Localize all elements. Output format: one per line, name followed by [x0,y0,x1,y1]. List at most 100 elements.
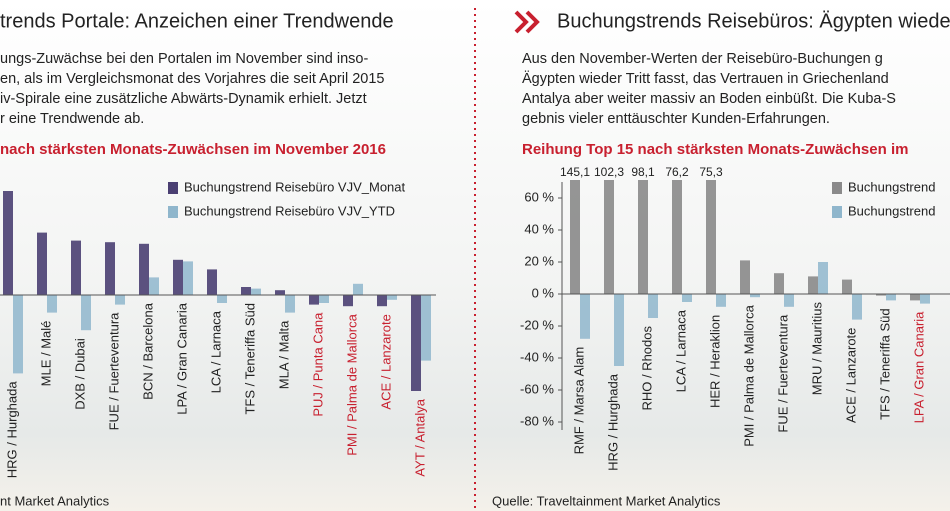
bar [241,287,251,295]
bar [71,240,81,295]
category-label: AYT / Antalya [412,398,427,476]
legend-swatch [832,182,842,194]
bar [105,242,115,295]
bar [139,243,149,295]
paragraph-line: Ägypten wieder Tritt fasst, das Vertraue… [522,70,889,87]
bar [207,269,217,295]
category-label: ACE / Lanzarote [843,328,858,423]
category-label: TFS / Teneriffa Süd [877,308,892,420]
category-label: HRG / Hurghada [4,381,19,479]
bar [353,283,363,295]
category-label: LCA / Larnaca [673,309,688,392]
bar [604,180,614,294]
paragraph-line: r eine Trendwende ab. [0,111,144,127]
subtitle: nach stärksten Monats-Zuwächsen im Novem… [0,141,386,158]
bar [876,294,886,296]
y-tick-label: -60 % [520,381,554,396]
category-label: TFS / Teneriffa Süd [242,303,257,415]
y-tick-label: -40 % [520,349,554,364]
source: nt Market Analytics [0,493,110,508]
bar [251,288,261,295]
paragraph-line: ungs-Zuwächse bei den Portalen im Novemb… [0,51,368,67]
category-label: PUJ / Punta Cana [310,312,325,417]
category-label: HRG / Hurghada [605,373,620,471]
bar [47,295,57,313]
bar [275,290,285,295]
legend-swatch [168,206,178,218]
bar [309,295,319,305]
bar [217,295,227,303]
value-label: 98,1 [631,165,655,179]
value-label: 76,2 [665,165,689,179]
y-tick-label: -20 % [520,317,554,332]
legend-swatch [168,182,178,194]
category-label: MLE / Malé [38,321,53,387]
bar [852,294,862,320]
bar [149,277,159,295]
bar [818,262,828,294]
chevron-icon [514,10,540,34]
category-label: LCA / Larnaca [208,310,223,393]
source: Quelle: Traveltainment Market Analytics [492,493,721,508]
paragraph-line: en, als im Vergleichsmonat des Vorjahres… [0,71,384,87]
bar [343,295,353,307]
bar [808,276,818,294]
bar [37,232,47,295]
bar [580,294,590,339]
value-label: 102,3 [594,165,624,179]
bar [886,294,896,301]
bar [81,295,91,331]
category-label: MLA / Malta [276,320,291,389]
bar [842,279,852,294]
legend-label: Buchungstrend Reisebüro VJV_Monat [184,179,406,194]
category-label: PMI / Palma de Mallorca [344,313,359,455]
bar [421,295,431,361]
bar [784,294,794,307]
bar [740,260,750,294]
bar [3,191,13,295]
legend-label: Buchungstrend [848,179,935,194]
heading: trends Portale: Anzeichen einer Trendwen… [0,10,394,32]
category-label: MRU / Mauritius [809,302,824,396]
bar [285,295,295,313]
bar [750,294,760,298]
category-label: DXB / Dubai [72,338,87,410]
category-label: RMF / Marsa Alam [571,347,586,455]
plot [570,180,930,366]
bar [648,294,658,318]
bar [706,180,716,294]
bar [411,295,421,391]
category-label: RHO / Rhodos [639,326,654,411]
bar [682,294,692,302]
bar [377,295,387,307]
y-tick-label: 60 % [524,189,554,204]
paragraph-line: gebnis vieler enttäuschter Kunden-Erfahr… [522,111,830,127]
bar [13,295,23,374]
category-label: BCN / Barcelona [140,302,155,400]
bar [920,294,930,304]
bar [387,295,397,300]
category-label: LPA / Gran Canaria [911,311,926,424]
bar [614,294,624,366]
paragraph-line: iv-Spirale eine zusätzliche Abwärts-Dyna… [0,91,367,107]
legend-label: Buchungstrend Reisebüro VJV_YTD [184,203,395,218]
paragraph-line: Aus den November-Werten der Reisebüro-Bu… [522,51,883,67]
y-tick-label: 40 % [524,221,554,236]
subtitle: Reihung Top 15 nach stärksten Monats-Zuw… [522,141,908,158]
y-tick-label: 20 % [524,253,554,268]
y-tick-label: 0 % [532,285,555,300]
category-label: LPA / Gran Canaria [174,302,189,415]
legend-label: Buchungstrend [848,203,935,218]
bar [183,261,193,295]
bar [319,295,329,303]
bar [716,294,726,307]
heading: Buchungstrends Reisebüros: Ägypten wiede [557,10,950,32]
bar [570,180,580,295]
value-label: 75,3 [699,165,723,179]
bar [910,294,920,301]
category-label: FUE / Fuerteventura [106,312,121,431]
category-label: FUE / Fuerteventura [775,314,790,433]
bar [638,180,648,294]
bar [672,180,682,294]
